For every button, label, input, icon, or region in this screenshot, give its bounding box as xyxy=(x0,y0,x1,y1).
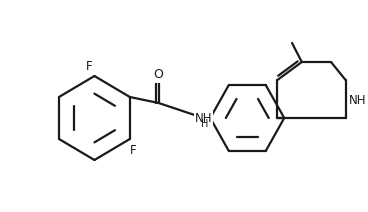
Text: F: F xyxy=(130,144,136,156)
Text: F: F xyxy=(86,60,93,74)
Text: NH: NH xyxy=(348,93,366,106)
Text: NH: NH xyxy=(195,112,212,124)
Text: H: H xyxy=(201,119,208,129)
Text: O: O xyxy=(154,68,164,81)
